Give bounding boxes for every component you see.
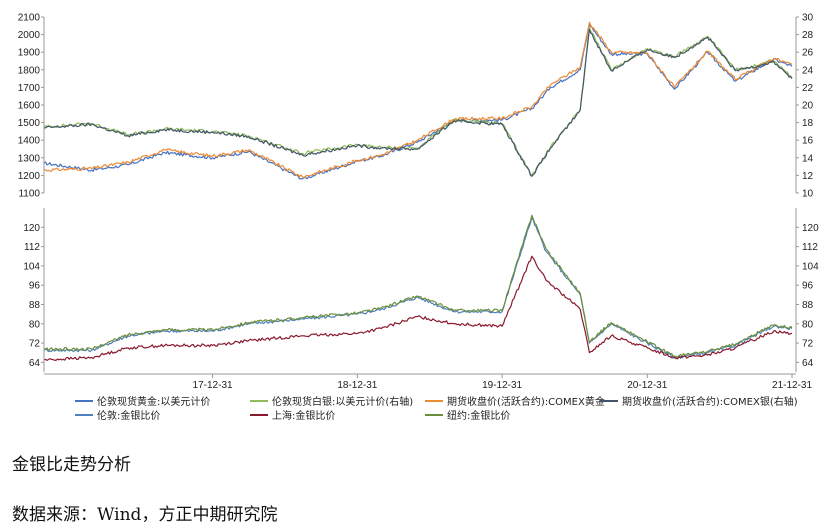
legend-item: 期货收盘价(活跃合约):COMEX银(右轴)	[600, 395, 798, 408]
top-right-tick-label: 26	[802, 48, 814, 59]
top-series-3-line	[44, 28, 793, 177]
top-right-tick-label: 30	[802, 13, 814, 24]
x-tick-label: 17-12-31	[193, 380, 233, 391]
top-left-tick-label: 1200	[18, 171, 41, 182]
top-right-tick-label: 10	[802, 189, 814, 200]
x-tick-label: 18-12-31	[337, 380, 377, 391]
top-right-tick-label: 28	[802, 30, 814, 41]
top-left-tick-label: 1500	[18, 118, 41, 129]
chart-caption: 金银比走势分析	[12, 455, 131, 475]
top-series-0-line	[43, 23, 793, 180]
legend: 伦敦现货黄金:以美元计价 伦敦现货白银:以美元计价(右轴) 期货收盘价(活跃合约):…	[75, 395, 798, 422]
legend-label: 纽约:金银比价	[447, 409, 510, 422]
legend-item: 伦敦:金银比价	[75, 409, 160, 422]
bottom-right-tick-label: 96	[802, 281, 814, 292]
bottom-right-tick-label: 120	[802, 223, 819, 234]
top-series-2-line	[43, 21, 793, 179]
legend-label: 期货收盘价(活跃合约):COMEX黄金	[447, 395, 605, 408]
legend-label: 伦敦现货白银:以美元计价(右轴)	[272, 395, 413, 408]
legend-item: 纽约:金银比价	[425, 409, 510, 422]
data-source: 数据来源：Wind，方正中期研究院	[12, 505, 278, 525]
top-left-tick-label: 2000	[18, 30, 41, 41]
top-left-tick-label: 1300	[18, 153, 41, 164]
legend-label: 上海:金银比价	[272, 409, 335, 422]
top-right-tick-label: 16	[802, 136, 814, 147]
bottom-series-2-line	[43, 214, 793, 358]
x-tick-label: 20-12-31	[627, 380, 667, 391]
legend-item: 上海:金银比价	[250, 409, 335, 422]
bottom-left-tick-label: 120	[23, 223, 40, 234]
bottom-left-tick-label: 112	[24, 242, 40, 253]
bottom-right-tick-label: 112	[802, 242, 818, 253]
top-left-tick-label: 1800	[18, 65, 41, 76]
bottom-left-tick-label: 88	[29, 300, 41, 311]
top-right-tick-label: 24	[802, 65, 814, 76]
top-right-tick-label: 12	[802, 171, 814, 182]
x-tick-label: 21-12-31	[772, 380, 812, 391]
bottom-left-tick-label: 104	[23, 261, 40, 272]
legend-label: 伦敦:金银比价	[97, 409, 160, 422]
bottom-series-1-line	[43, 255, 793, 361]
bottom-series-0-line	[43, 217, 793, 360]
top-left-tick-label: 1700	[18, 83, 41, 94]
bottom-right-tick-label: 80	[802, 319, 814, 330]
bottom-left-tick-label: 96	[29, 281, 41, 292]
top-series-1-line	[43, 27, 793, 176]
top-right-tick-label: 20	[802, 101, 814, 112]
bottom-right-tick-label: 104	[802, 261, 819, 272]
legend-label: 期货收盘价(活跃合约):COMEX银(右轴)	[622, 395, 798, 408]
legend-label: 伦敦现货黄金:以美元计价	[97, 395, 210, 408]
top-right-tick-label: 18	[802, 118, 814, 129]
bottom-right-tick-label: 72	[802, 339, 814, 350]
top-right-tick-label: 14	[802, 153, 814, 164]
bottom-left-tick-label: 80	[29, 319, 41, 330]
legend-item: 期货收盘价(活跃合约):COMEX黄金	[425, 395, 605, 408]
bottom-right-tick-label: 64	[802, 358, 814, 369]
top-left-tick-label: 1400	[18, 136, 41, 147]
gold-silver-chart: 1100 1200 1300 1400 1500 1600 1700 1800 1900 2000…	[18, 13, 819, 423]
bottom-left-tick-label: 72	[29, 339, 41, 350]
legend-item: 伦敦现货黄金:以美元计价	[75, 395, 210, 408]
top-left-tick-label: 1900	[18, 48, 41, 59]
x-tick-label: 19-12-31	[482, 380, 522, 391]
top-left-tick-label: 1600	[18, 101, 41, 112]
bottom-left-tick-label: 64	[29, 358, 41, 369]
bottom-right-tick-label: 88	[802, 300, 814, 311]
legend-item: 伦敦现货白银:以美元计价(右轴)	[250, 395, 413, 408]
top-left-tick-label: 2100	[18, 13, 41, 24]
top-left-tick-label: 1100	[18, 189, 40, 200]
top-right-tick-label: 22	[802, 83, 814, 94]
